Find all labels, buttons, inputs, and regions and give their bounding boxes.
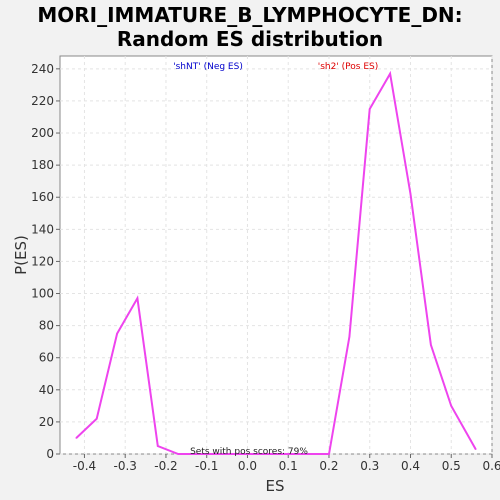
y-tick-label: 0	[46, 447, 54, 461]
y-tick-label: 100	[31, 287, 54, 301]
x-tick-label: 0.0	[238, 459, 257, 473]
series-line	[75, 70, 477, 455]
pos-scores-footer: Sets with pos scores: 79%	[190, 447, 308, 457]
series-points	[75, 72, 477, 455]
y-tick-label: 120	[31, 254, 54, 268]
data-point	[116, 332, 118, 335]
y-tick-label: 140	[31, 222, 54, 236]
x-tick-label: -0.1	[195, 459, 218, 473]
y-tick-label: 200	[31, 126, 54, 140]
data-point	[157, 445, 159, 447]
data-point	[95, 417, 98, 420]
data-point	[450, 405, 453, 407]
y-tick-label: 180	[31, 158, 54, 172]
y-tick-label: 20	[39, 415, 54, 429]
data-point	[136, 297, 139, 300]
grid-lines	[60, 56, 493, 455]
data-point	[75, 437, 78, 439]
neg-es-label: 'shNT' (Neg ES)	[173, 62, 243, 72]
x-tick-label: 0.5	[442, 459, 461, 473]
data-point	[474, 448, 477, 450]
y-tick-label: 60	[39, 351, 54, 365]
x-tick-label: -0.3	[113, 459, 136, 473]
data-point	[368, 108, 371, 110]
chart-title-line-2: Random ES distribution	[116, 27, 384, 51]
x-tick-label: 0.1	[279, 459, 298, 473]
pos-es-label: 'sh2' (Pos ES)	[318, 62, 379, 72]
data-point	[348, 336, 351, 338]
x-tick-label: -0.2	[154, 459, 177, 473]
x-tick-label: 0.4	[401, 459, 420, 473]
x-tick-label: 0.2	[319, 459, 338, 473]
y-tick-label: 220	[31, 94, 54, 108]
x-axis-label: ES	[266, 477, 285, 495]
y-tick-label: 240	[31, 62, 54, 76]
data-point	[409, 193, 412, 195]
y-tick-label: 80	[39, 319, 54, 333]
plot-area	[59, 55, 493, 455]
y-axis-label: P(ES)	[12, 235, 30, 275]
x-tick-label: 0.6	[482, 459, 500, 473]
x-tick-label: -0.4	[73, 459, 96, 473]
y-axis: 0 20 40 60 80 100 120 140 160 180 200 220 240	[31, 62, 60, 461]
chart-title-line-1: MORI_IMMATURE_B_LYMPHOCYTE_DN:	[37, 3, 463, 27]
data-point	[430, 344, 432, 346]
y-tick-label: 40	[39, 383, 54, 397]
data-point	[389, 72, 391, 75]
data-point	[328, 453, 330, 455]
x-axis: -0.4 -0.3 -0.2 -0.1 0.0 0.1 0.2 0.3 0.4 0.5 0.6	[73, 454, 500, 473]
y-tick-label: 160	[31, 190, 54, 204]
x-tick-label: 0.3	[360, 459, 379, 473]
data-point	[177, 453, 179, 455]
